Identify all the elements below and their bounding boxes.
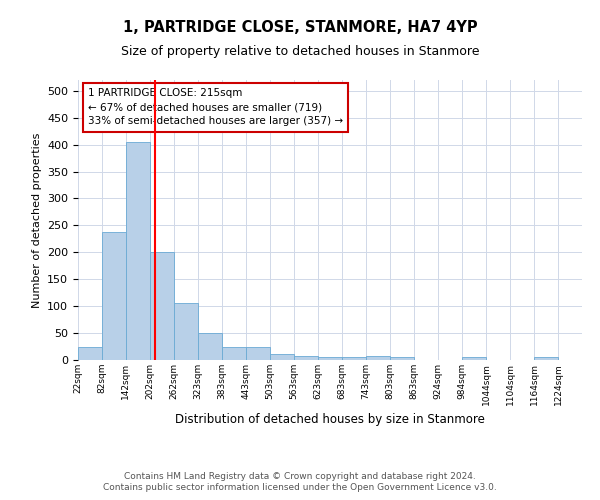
Bar [126, 142, 150, 360]
Bar [294, 356, 318, 360]
Bar [270, 354, 294, 360]
Bar [390, 358, 414, 360]
Text: 1, PARTRIDGE CLOSE, STANMORE, HA7 4YP: 1, PARTRIDGE CLOSE, STANMORE, HA7 4YP [122, 20, 478, 35]
Text: Contains public sector information licensed under the Open Government Licence v3: Contains public sector information licen… [103, 483, 497, 492]
Bar [534, 358, 558, 360]
Bar [342, 358, 366, 360]
Bar [366, 356, 390, 360]
Bar [246, 347, 270, 360]
Bar [78, 346, 102, 360]
Y-axis label: Number of detached properties: Number of detached properties [32, 132, 41, 308]
Bar [462, 358, 486, 360]
X-axis label: Distribution of detached houses by size in Stanmore: Distribution of detached houses by size … [175, 413, 485, 426]
Text: 1 PARTRIDGE CLOSE: 215sqm
← 67% of detached houses are smaller (719)
33% of semi: 1 PARTRIDGE CLOSE: 215sqm ← 67% of detac… [88, 88, 343, 126]
Bar [150, 252, 174, 360]
Bar [198, 333, 222, 360]
Text: Contains HM Land Registry data © Crown copyright and database right 2024.: Contains HM Land Registry data © Crown c… [124, 472, 476, 481]
Bar [222, 347, 246, 360]
Bar [318, 358, 342, 360]
Bar [102, 232, 126, 360]
Text: Size of property relative to detached houses in Stanmore: Size of property relative to detached ho… [121, 45, 479, 58]
Bar [174, 304, 198, 360]
